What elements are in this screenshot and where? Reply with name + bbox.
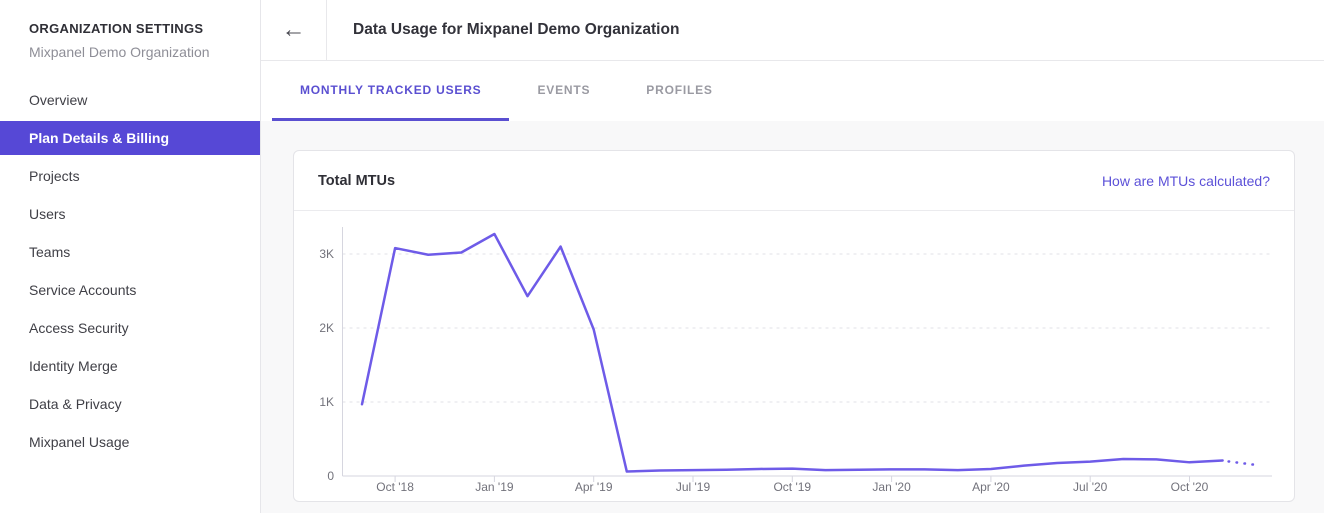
svg-text:2K: 2K bbox=[319, 321, 334, 335]
content-area: Total MTUs How are MTUs calculated? 0 1K 2… bbox=[261, 121, 1324, 513]
page-title: Data Usage for Mixpanel Demo Organizatio… bbox=[353, 21, 680, 38]
card-header: Total MTUs How are MTUs calculated? bbox=[294, 151, 1294, 211]
sidebar-item-access-security[interactable]: Access Security bbox=[29, 320, 129, 336]
sidebar-org-name: Mixpanel Demo Organization bbox=[29, 44, 210, 60]
tab-monthly-tracked-users[interactable]: MONTHLY TRACKED USERS bbox=[272, 61, 510, 121]
mtu-line-chart-svg: 0 1K 2K 3K Oct '18 Jan '19 Apr '19 Jul '19 Oct '… bbox=[319, 227, 1272, 494]
svg-text:Jul '20: Jul '20 bbox=[1073, 480, 1108, 494]
svg-text:Jan '20: Jan '20 bbox=[872, 480, 911, 494]
svg-text:Apr '20: Apr '20 bbox=[972, 480, 1010, 494]
svg-text:Oct '19: Oct '19 bbox=[773, 480, 811, 494]
mtus-help-link[interactable]: How are MTUs calculated? bbox=[1101, 172, 1270, 189]
page-header: ← Data Usage for Mixpanel Demo Organizat… bbox=[261, 0, 1324, 61]
sidebar-item-mixpanel-usage[interactable]: Mixpanel Usage bbox=[29, 434, 130, 450]
svg-text:Jan '19: Jan '19 bbox=[475, 480, 514, 494]
mtu-line-chart: 0 1K 2K 3K Oct '18 Jan '19 Apr '19 Jul '19 Oct '… bbox=[294, 211, 1294, 500]
svg-text:Jul '19: Jul '19 bbox=[676, 480, 711, 494]
sidebar-item-data-privacy[interactable]: Data & Privacy bbox=[29, 396, 122, 412]
main-panel: ← Data Usage for Mixpanel Demo Organizat… bbox=[261, 0, 1324, 513]
sidebar: ORGANIZATION SETTINGS Mixpanel Demo Orga… bbox=[0, 0, 261, 513]
sidebar-item-plan-details-billing[interactable]: Plan Details & Billing bbox=[0, 121, 260, 155]
tab-profiles[interactable]: PROFILES bbox=[646, 82, 713, 97]
sidebar-item-identity-merge[interactable]: Identity Merge bbox=[29, 358, 118, 374]
card-title: Total MTUs bbox=[318, 172, 396, 189]
svg-text:1K: 1K bbox=[319, 395, 334, 409]
svg-text:Oct '18: Oct '18 bbox=[376, 480, 414, 494]
svg-text:0: 0 bbox=[327, 469, 334, 483]
svg-text:3K: 3K bbox=[319, 247, 334, 261]
tab-bar: MONTHLY TRACKED USERS EVENTS PROFILES bbox=[261, 61, 1324, 121]
sidebar-nav: Overview Plan Details & Billing Projects… bbox=[0, 83, 260, 459]
sidebar-item-overview[interactable]: Overview bbox=[29, 92, 88, 108]
sidebar-item-teams[interactable]: Teams bbox=[29, 244, 71, 260]
sidebar-item-users[interactable]: Users bbox=[29, 206, 66, 222]
svg-text:Oct '20: Oct '20 bbox=[1171, 480, 1209, 494]
sidebar-item-projects[interactable]: Projects bbox=[29, 168, 80, 184]
total-mtus-card: Total MTUs How are MTUs calculated? 0 1K 2… bbox=[293, 150, 1295, 502]
back-button[interactable]: ← bbox=[261, 0, 327, 60]
svg-text:Apr '19: Apr '19 bbox=[575, 480, 613, 494]
sidebar-title: ORGANIZATION SETTINGS bbox=[29, 21, 204, 36]
tab-events[interactable]: EVENTS bbox=[537, 82, 591, 97]
sidebar-item-service-accounts[interactable]: Service Accounts bbox=[29, 282, 137, 298]
back-arrow-icon: ← bbox=[281, 16, 306, 43]
